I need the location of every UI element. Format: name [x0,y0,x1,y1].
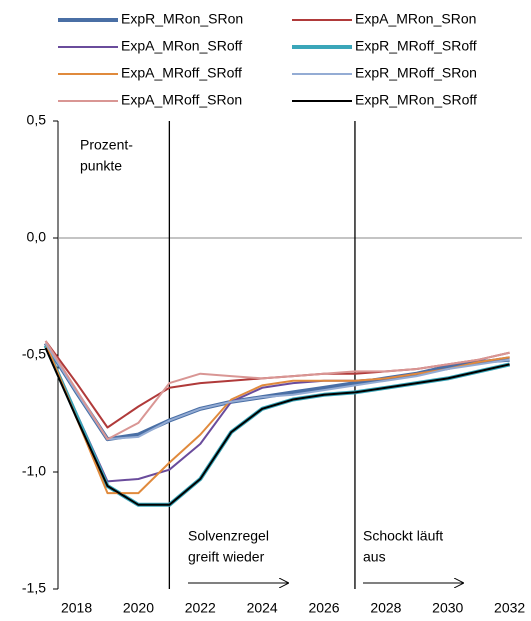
annotation: greift wieder [188,549,265,565]
legend-label: ExpA_MRon_SRoff [121,38,242,54]
legend-label: ExpR_MRoff_SRon [355,65,477,81]
legend-label: ExpR_MRoff_SRoff [355,38,477,54]
legend-label: ExpA_MRon_SRon [355,11,476,27]
legend-label: ExpR_MRon_SRon [121,11,243,27]
series-line [44,340,510,429]
series-line [43,342,510,442]
annotation: Prozent- [80,137,133,153]
x-tick-label: 2018 [61,600,92,616]
x-tick-label: 2020 [123,600,154,616]
annotation: aus [363,549,386,565]
series-line [44,342,510,495]
annotation: Schockt läuft [363,528,443,544]
legend-label: ExpA_MRoff_SRon [121,92,242,108]
series-line [44,340,510,441]
x-tick-label: 2026 [308,600,339,616]
y-tick-label: 0,0 [27,229,47,245]
x-tick-label: 2022 [185,600,216,616]
y-tick-label: -0,5 [22,346,46,362]
x-tick-label: 2032 [494,600,525,616]
series-line [44,347,510,506]
series-line [44,342,510,441]
x-tick-label: 2024 [247,600,278,616]
annotation: punkte [80,158,122,174]
x-tick-label: 2030 [432,600,463,616]
y-tick-label: -1,0 [22,463,46,479]
legend-label: ExpA_MRoff_SRoff [121,65,242,81]
x-tick-label: 2028 [370,600,401,616]
series-line [44,342,510,483]
y-tick-label: -1,5 [22,580,46,596]
annotation: Solvenzregel [188,528,269,544]
y-tick-label: 0,5 [27,112,47,128]
legend-label: ExpR_MRon_SRoff [355,92,477,108]
